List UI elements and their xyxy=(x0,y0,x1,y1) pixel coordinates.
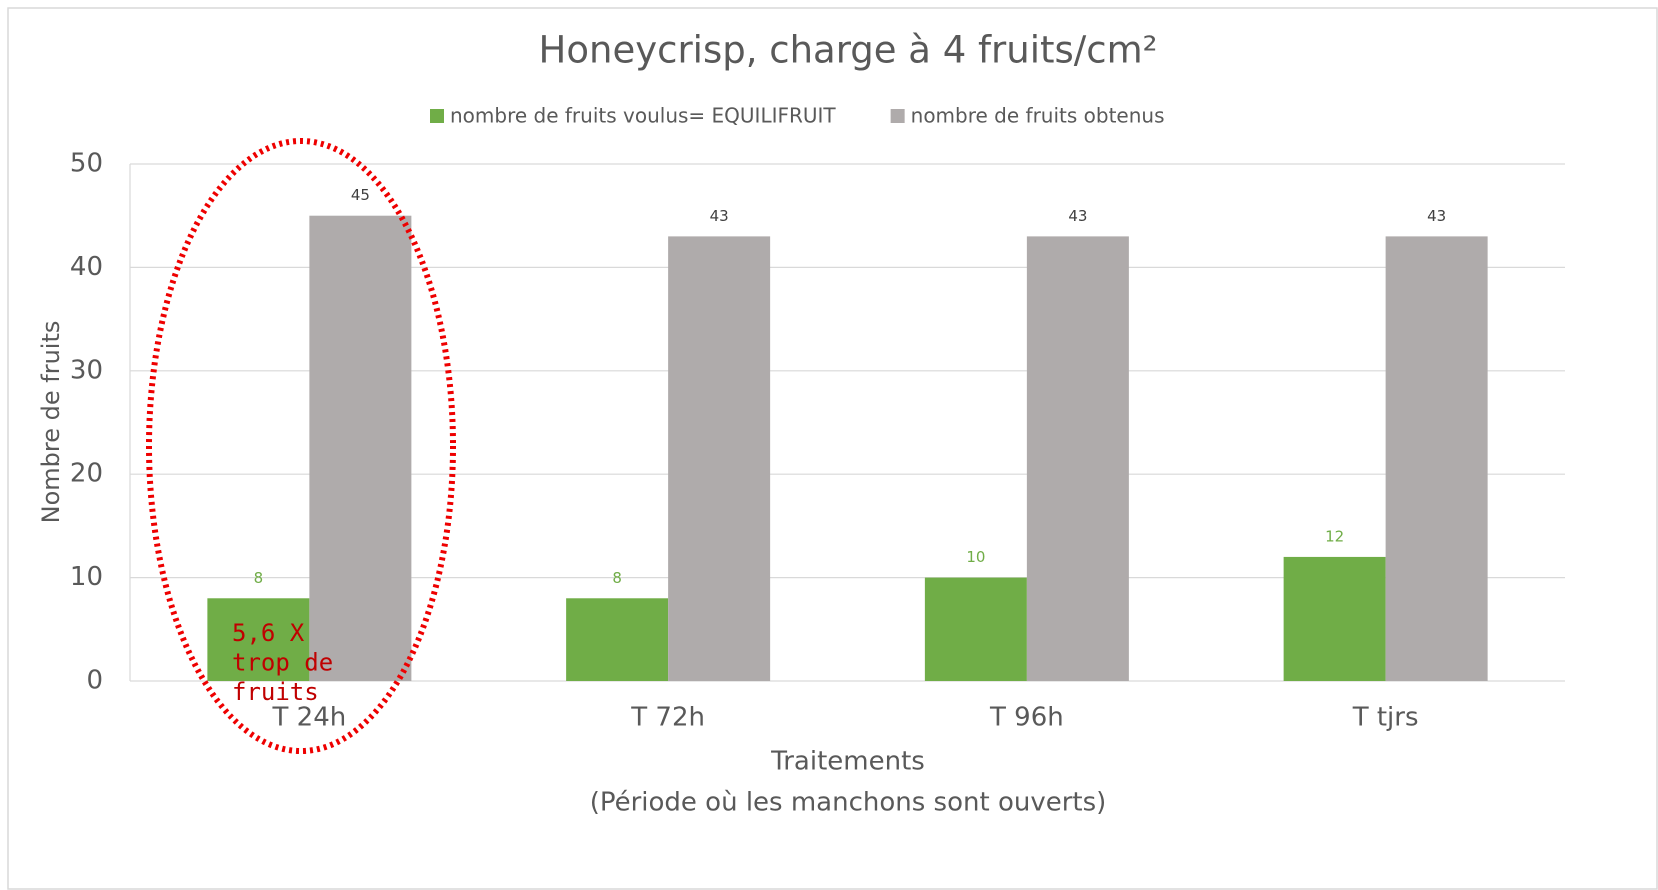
y-tick-label: 20 xyxy=(70,459,103,489)
annotation: trop de xyxy=(232,649,333,677)
value-label: 12 xyxy=(1325,527,1344,545)
value-label: 43 xyxy=(1427,207,1446,225)
bar xyxy=(1283,556,1386,681)
bar xyxy=(309,215,412,681)
chart-frame xyxy=(7,7,1658,890)
x-tick-label: T tjrs xyxy=(1352,703,1419,733)
y-axis-label: Nombre de fruits xyxy=(37,321,65,524)
y-tick-label: 10 xyxy=(70,562,103,592)
value-label: 10 xyxy=(966,548,985,566)
x-axis-note: (Période où les manchons sont ouverts) xyxy=(590,788,1107,818)
y-tick-label: 0 xyxy=(86,666,103,696)
x-tick-label: T 72h xyxy=(630,703,705,733)
legend-label: nombre de fruits obtenus xyxy=(911,104,1165,128)
value-label: 45 xyxy=(351,186,370,204)
legend-swatch xyxy=(890,109,905,123)
value-label: 43 xyxy=(1068,207,1087,225)
chart-title: Honeycrisp, charge à 4 fruits/cm² xyxy=(539,29,1158,72)
value-label: 8 xyxy=(254,569,264,587)
legend-swatch xyxy=(430,109,444,123)
annotation: 5,6 X xyxy=(232,619,305,647)
y-tick-label: 30 xyxy=(70,355,103,385)
bar xyxy=(668,236,771,681)
y-tick-label: 50 xyxy=(70,149,103,179)
value-label: 43 xyxy=(710,207,729,225)
bar xyxy=(924,577,1027,681)
x-tick-label: T 24h xyxy=(272,703,347,733)
annotation: fruits xyxy=(232,678,319,706)
bar xyxy=(566,598,669,681)
x-axis-label: Traitements xyxy=(770,747,925,777)
bar xyxy=(1385,236,1488,681)
highlight-ellipse xyxy=(146,138,456,754)
legend-label: nombre de fruits voulus= EQUILIFRUIT xyxy=(450,104,836,128)
bar xyxy=(207,598,310,681)
value-label: 8 xyxy=(612,569,622,587)
bar xyxy=(1026,236,1129,681)
y-tick-label: 40 xyxy=(70,252,103,282)
x-tick-label: T 96h xyxy=(989,703,1064,733)
